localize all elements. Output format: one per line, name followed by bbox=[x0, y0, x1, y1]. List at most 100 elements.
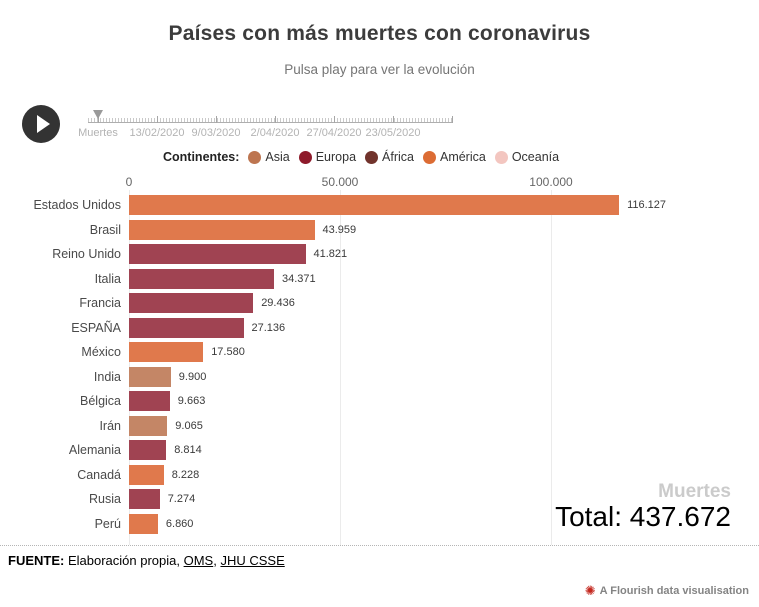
timeline-major-tick bbox=[216, 116, 217, 123]
bar-value: 8.814 bbox=[174, 444, 202, 457]
bar-value: 7.274 bbox=[167, 493, 196, 506]
timeline-major-tick bbox=[275, 116, 276, 123]
bar-track: 9.663 bbox=[129, 391, 759, 412]
bar-méxico[interactable] bbox=[129, 342, 204, 363]
bar-track: 8.814 bbox=[129, 440, 759, 461]
source-label: FUENTE: bbox=[8, 553, 65, 568]
country-label: Bélgica bbox=[80, 394, 121, 409]
country-label: Estados Unidos bbox=[33, 198, 121, 213]
bar-value: 34.371 bbox=[282, 272, 316, 285]
bar-francia[interactable] bbox=[129, 293, 254, 314]
legend-dot bbox=[248, 150, 262, 164]
country-label: Brasil bbox=[89, 222, 121, 237]
play-button[interactable] bbox=[22, 105, 60, 143]
legend-item-asia: Asia bbox=[248, 150, 290, 164]
page-subtitle: Pulsa play para ver la evolución bbox=[284, 62, 475, 77]
flourish-credit-text: A Flourish data visualisation bbox=[599, 585, 749, 597]
bar-value: 6.860 bbox=[165, 517, 194, 530]
source-link-oms[interactable]: OMS bbox=[183, 553, 214, 568]
country-label: Irán bbox=[99, 418, 121, 433]
legend-item-américa: América bbox=[422, 150, 486, 164]
country-label: Rusia bbox=[89, 492, 121, 507]
legend-label: América bbox=[439, 150, 486, 164]
bar-canadá[interactable] bbox=[129, 464, 164, 485]
x-axis-tick-label: 0 bbox=[125, 175, 133, 189]
timeline-label: Muertes bbox=[78, 127, 118, 139]
gridline bbox=[340, 190, 341, 545]
table-row: Rusia 7.274 bbox=[0, 487, 759, 512]
country-label: Francia bbox=[79, 296, 121, 311]
table-row: Perú 6.860 bbox=[0, 512, 759, 537]
timeline-label: 2/04/2020 bbox=[250, 127, 300, 139]
table-row: ESPAÑA 27.136 bbox=[0, 316, 759, 341]
legend-label: Europa bbox=[315, 150, 357, 164]
legend-dot bbox=[494, 150, 508, 164]
bar-value: 17.580 bbox=[211, 346, 245, 359]
source-separator: , bbox=[213, 553, 221, 568]
play-icon bbox=[37, 115, 50, 133]
x-axis-tick-label: 100.000 bbox=[529, 175, 573, 189]
timeline-major-tick bbox=[334, 116, 335, 123]
timeline-label: 9/03/2020 bbox=[191, 127, 241, 139]
bar-brasil[interactable] bbox=[129, 219, 315, 240]
source-link-jhu[interactable]: JHU CSSE bbox=[220, 553, 285, 568]
timeline-track bbox=[88, 122, 452, 123]
timeline-major-tick bbox=[452, 116, 453, 123]
bar-track: 8.228 bbox=[129, 464, 759, 485]
table-row: Reino Unido 41.821 bbox=[0, 242, 759, 267]
x-axis-tick-label: 50.000 bbox=[321, 175, 359, 189]
bar-bélgica[interactable] bbox=[129, 391, 170, 412]
bar-españa[interactable] bbox=[129, 317, 244, 338]
country-label: Reino Unido bbox=[52, 247, 121, 262]
table-row: Bélgica 9.663 bbox=[0, 389, 759, 414]
legend-item-oceanía: Oceanía bbox=[494, 150, 559, 164]
table-row: México 17.580 bbox=[0, 340, 759, 365]
timeline-minor-ticks bbox=[88, 118, 452, 122]
table-row: Canadá 8.228 bbox=[0, 463, 759, 488]
timeline-label: 13/02/2020 bbox=[129, 127, 185, 139]
page-title: Países con más muertes con coronavirus bbox=[168, 22, 591, 45]
table-row: Italia 34.371 bbox=[0, 267, 759, 292]
legend-dot bbox=[365, 150, 379, 164]
bar-india[interactable] bbox=[129, 366, 171, 387]
bar-value: 116.127 bbox=[627, 199, 667, 212]
country-label: Italia bbox=[94, 271, 121, 286]
bar-italia[interactable] bbox=[129, 268, 274, 289]
country-label: Perú bbox=[94, 516, 121, 531]
legend-item-áfrica: África bbox=[365, 150, 414, 164]
gridline bbox=[551, 190, 552, 545]
flourish-credit[interactable]: ✺ A Flourish data visualisation bbox=[585, 583, 749, 599]
legend-label: Asia bbox=[265, 150, 290, 164]
legend-title: Continentes: bbox=[163, 150, 240, 164]
country-label: México bbox=[81, 345, 121, 360]
bar-track: 9.900 bbox=[129, 366, 759, 387]
bar-value: 9.663 bbox=[177, 395, 206, 408]
timeline-slider[interactable]: Muertes 13/02/2020 9/03/2020 2/04/2020 27/04… bbox=[78, 108, 453, 144]
bar-value: 9.065 bbox=[175, 419, 203, 432]
timeline-major-tick bbox=[393, 116, 394, 123]
bar-perú[interactable] bbox=[129, 513, 158, 534]
timeline-major-tick bbox=[157, 116, 158, 123]
legend-item-europa: Europa bbox=[298, 150, 357, 164]
slider-handle[interactable] bbox=[93, 110, 103, 119]
bar-value: 8.228 bbox=[171, 468, 200, 481]
axis-unit-label: Muertes bbox=[658, 481, 731, 502]
table-row: Irán 9.065 bbox=[0, 414, 759, 439]
legend-dot bbox=[298, 150, 312, 164]
legend-dot bbox=[422, 150, 436, 164]
bar-value: 41.821 bbox=[313, 248, 348, 261]
bar-track: 34.371 bbox=[129, 268, 759, 289]
bar-irán[interactable] bbox=[129, 415, 168, 436]
bar-reino-unido[interactable] bbox=[129, 244, 306, 265]
bar-track: 116.127 bbox=[129, 195, 759, 216]
bar-track: 9.065 bbox=[129, 415, 759, 436]
bar-value: 9.900 bbox=[178, 370, 207, 383]
bar-value: 43.959 bbox=[322, 223, 357, 236]
flourish-icon: ✺ bbox=[584, 583, 596, 598]
continent-legend: Continentes: Asia Europa África América Ocea… bbox=[163, 150, 568, 164]
bar-alemania[interactable] bbox=[129, 440, 167, 461]
bar-rusia[interactable] bbox=[129, 489, 160, 510]
bar-estados-unidos[interactable] bbox=[129, 195, 620, 216]
country-label: ESPAÑA bbox=[71, 320, 121, 335]
